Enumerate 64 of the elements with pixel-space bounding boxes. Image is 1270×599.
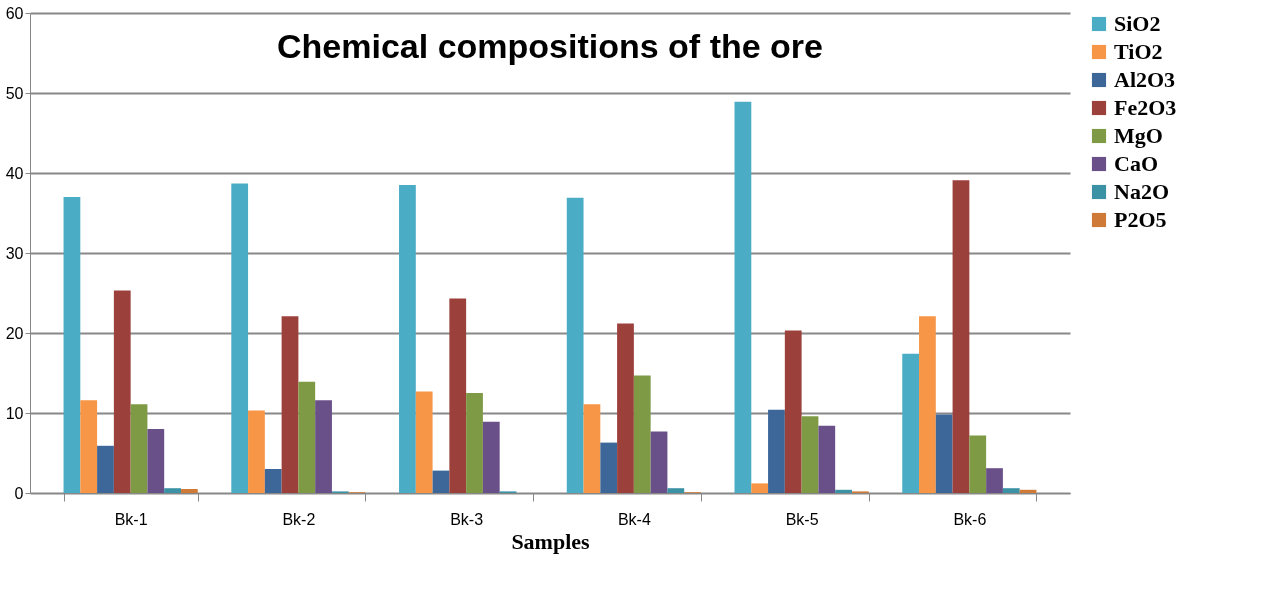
y-tick-label: 50	[5, 84, 24, 102]
bar	[113, 290, 131, 493]
bar	[164, 488, 181, 493]
bar	[130, 404, 148, 493]
bar	[583, 404, 601, 493]
bar	[315, 400, 332, 493]
bar	[734, 101, 752, 493]
bar	[969, 435, 987, 493]
legend-label: Fe2O3	[1114, 95, 1177, 120]
bar	[633, 375, 651, 493]
bar	[147, 429, 165, 493]
x-tick-label: Bk-4	[617, 510, 651, 528]
bar	[818, 425, 836, 493]
bar	[902, 353, 920, 493]
bar	[1002, 488, 1020, 493]
bar	[935, 414, 953, 493]
bar	[281, 316, 299, 493]
legend-label: P2O5	[1114, 207, 1167, 232]
bar	[801, 416, 819, 493]
bar	[80, 400, 98, 493]
bar	[248, 410, 265, 493]
x-tick-label: Bk-1	[114, 510, 148, 528]
bar	[667, 488, 685, 493]
legend-label: Na2O	[1114, 179, 1169, 204]
bar	[449, 298, 467, 493]
bar	[784, 330, 802, 493]
x-axis-title: Samples	[511, 528, 591, 554]
bar	[650, 431, 668, 493]
bar	[298, 381, 316, 493]
bar	[180, 489, 198, 493]
x-tick-label: Bk-3	[450, 510, 484, 528]
bar	[415, 391, 433, 493]
legend-label: SiO2	[1114, 11, 1161, 36]
legend-label: Al2O3	[1114, 67, 1176, 92]
legend-label: CaO	[1114, 151, 1158, 176]
bar	[566, 197, 584, 493]
bar	[600, 442, 618, 493]
bar	[835, 489, 852, 493]
bar	[97, 445, 114, 493]
y-tick-label: 40	[5, 164, 24, 182]
chart-title: Chemical compositions of the ore	[277, 27, 823, 65]
bar	[617, 323, 634, 493]
bar	[919, 316, 936, 493]
bar	[231, 183, 249, 493]
bar	[482, 421, 500, 493]
y-tick-label: 30	[5, 244, 24, 262]
x-tick-label: Bk-6	[953, 510, 987, 528]
bar	[952, 180, 970, 493]
bar	[466, 393, 483, 493]
bar	[264, 469, 282, 493]
y-tick-label: 20	[5, 324, 24, 342]
bar	[63, 197, 81, 493]
x-tick-label: Bk-2	[282, 510, 316, 528]
bar	[768, 409, 785, 493]
y-tick-label: 60	[5, 4, 24, 22]
legend-label: MgO	[1114, 123, 1163, 148]
x-tick-label: Bk-5	[785, 510, 819, 528]
bar	[986, 468, 1003, 493]
legend-label: TiO2	[1114, 39, 1163, 64]
bar	[399, 185, 416, 493]
bar	[432, 470, 450, 493]
bar	[751, 483, 769, 493]
y-tick-label: 10	[5, 404, 24, 422]
y-tick-label: 0	[14, 484, 24, 502]
